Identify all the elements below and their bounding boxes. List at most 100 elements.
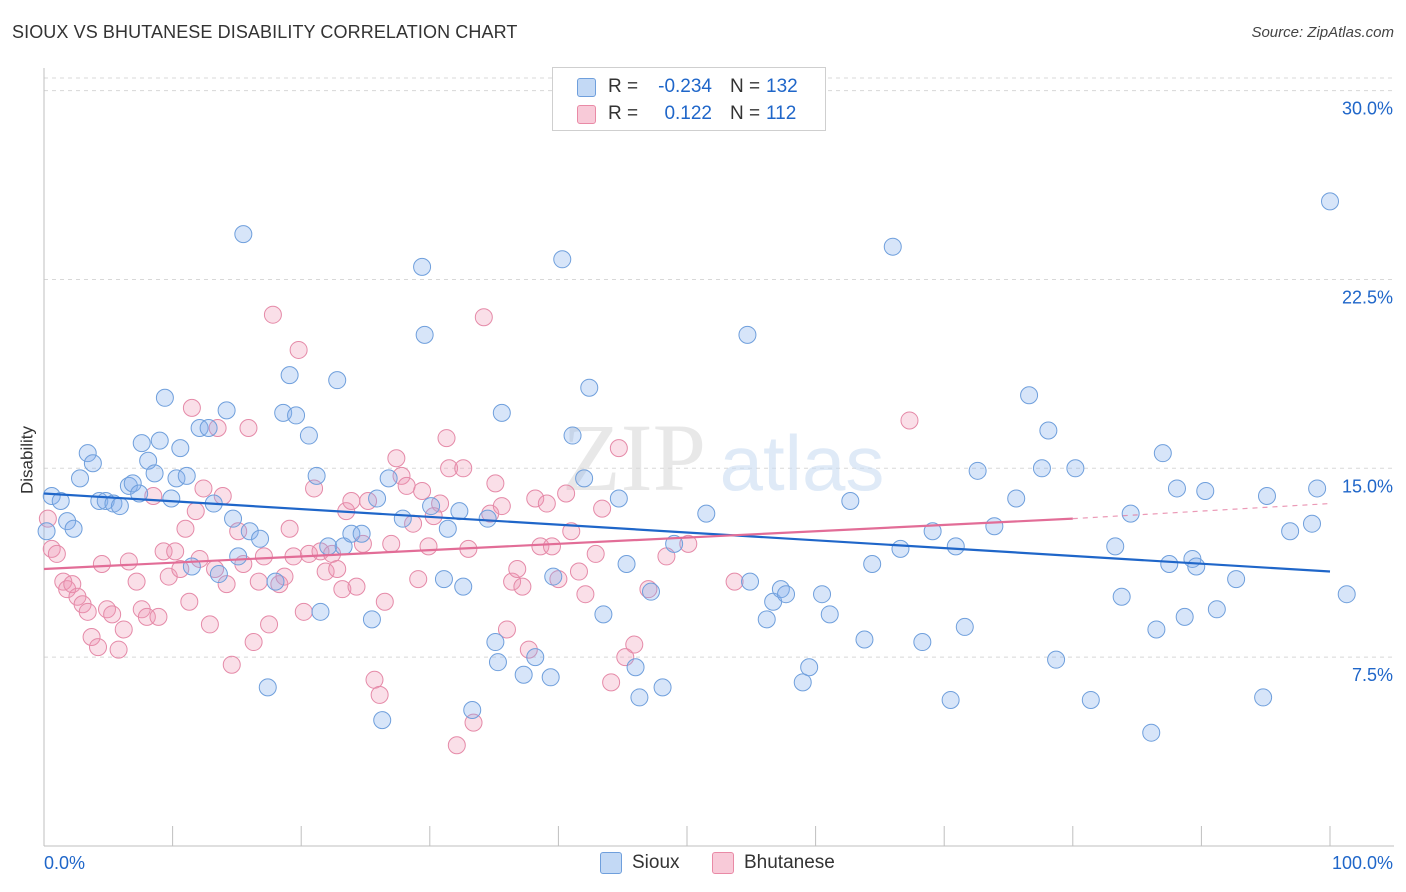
bhutanese-point	[419, 537, 438, 556]
sioux-point	[199, 419, 218, 438]
sioux-point	[362, 610, 381, 629]
sioux-point	[492, 403, 511, 422]
sioux-point	[209, 565, 228, 584]
sioux-point	[71, 469, 90, 488]
sioux-point	[224, 509, 243, 528]
sioux-point	[234, 225, 253, 244]
sioux-point	[342, 524, 361, 543]
bhutanese-point	[127, 572, 146, 591]
sioux-point	[171, 439, 190, 458]
sioux-point	[1147, 620, 1166, 639]
sioux-point	[280, 366, 299, 385]
sioux-point	[757, 610, 776, 629]
bhutanese-point	[316, 562, 335, 581]
legend-swatch-sioux	[577, 77, 596, 97]
sioux-point	[1112, 587, 1131, 606]
bhutanese-point	[382, 534, 401, 553]
sioux-point	[1121, 504, 1140, 523]
bhutanese-point	[217, 575, 236, 594]
legend-item-bhutanese: Bhutanese	[712, 852, 835, 874]
sioux-point	[258, 678, 277, 697]
sioux-point	[1047, 650, 1066, 669]
legend-label-sioux: Sioux	[632, 852, 680, 873]
bhutanese-point	[586, 544, 605, 563]
bhutanese-point	[679, 534, 698, 553]
bhutanese-point	[78, 602, 97, 621]
bhutanese-point	[149, 607, 168, 626]
sioux-point	[311, 602, 330, 621]
sioux-point	[454, 577, 473, 596]
bhutanese-point	[602, 673, 621, 692]
bhutanese-point	[492, 497, 511, 516]
bhutanese-point	[725, 572, 744, 591]
bhutanese-point	[208, 419, 227, 438]
sioux-point	[1254, 688, 1273, 707]
bhutanese-point	[103, 605, 122, 624]
axes	[43, 68, 1394, 847]
sioux-point	[110, 497, 129, 516]
sioux-point	[883, 237, 902, 256]
sioux-point	[352, 524, 371, 543]
bhutanese-point	[437, 429, 456, 448]
trend-lines	[43, 492, 1331, 573]
sioux-point	[162, 489, 181, 508]
bhutanese-point	[244, 633, 263, 652]
sioux-point	[741, 572, 760, 591]
bhutanese-point	[222, 655, 241, 674]
bhutanese-point	[180, 592, 199, 611]
sioux-trend-line	[43, 492, 1331, 573]
bhutanese-point	[537, 494, 556, 513]
sioux-point	[217, 401, 236, 420]
sioux-point	[1302, 514, 1321, 533]
bhutanese-point	[328, 560, 347, 579]
tick-labels: 7.5% 15.0% 22.5% 30.0% 0.0% 100.0%	[44, 99, 1393, 873]
sioux-point	[64, 519, 83, 538]
bhutanese-point	[497, 620, 516, 639]
sioux-point	[83, 454, 102, 473]
sioux-point	[626, 658, 645, 677]
sioux-point	[145, 464, 164, 483]
bhutanese-point	[186, 502, 205, 521]
legend-row-sioux: R = -0.234 N = 132	[577, 75, 798, 99]
sioux-point	[697, 504, 716, 523]
watermark-atlas: atlas	[720, 419, 885, 507]
sioux-point	[891, 539, 910, 558]
legend-label-bhutanese: Bhutanese	[744, 852, 835, 873]
bhutanese-point	[569, 562, 588, 581]
sioux-point	[855, 630, 874, 649]
legend-swatch-sioux	[600, 852, 622, 874]
y-tick-label: 7.5%	[1352, 665, 1393, 685]
sioux-point	[478, 509, 497, 528]
sioux-point	[580, 378, 599, 397]
sioux-point	[1142, 723, 1161, 742]
bhutanese-trend-extension	[1072, 502, 1331, 520]
sioux-point	[450, 502, 469, 521]
sioux-point	[1196, 481, 1215, 500]
sioux-point	[307, 466, 326, 485]
sioux-point	[641, 582, 660, 601]
sioux-point	[575, 469, 594, 488]
sioux-point	[617, 554, 636, 573]
bhutanese-point	[440, 459, 459, 478]
sioux-point	[1066, 459, 1085, 478]
sioux-point	[1032, 459, 1051, 478]
sioux-point	[177, 466, 196, 485]
sioux-point	[132, 434, 151, 453]
sioux-point	[1106, 537, 1125, 556]
bhutanese-point	[900, 411, 919, 430]
bhutanese-point	[263, 305, 282, 324]
sioux-point	[51, 492, 70, 511]
sioux-point	[609, 489, 628, 508]
sioux-point	[373, 711, 392, 730]
bhutanese-point	[254, 547, 273, 566]
sioux-points	[37, 192, 1356, 742]
sioux-point	[1321, 192, 1339, 211]
sioux-point	[1020, 386, 1039, 405]
sioux-point	[78, 444, 97, 463]
sioux-point	[1281, 522, 1300, 541]
sioux-point	[1175, 607, 1194, 626]
bhutanese-point	[365, 670, 384, 689]
bhutanese-point	[557, 484, 576, 503]
sioux-point	[777, 585, 796, 604]
legend-swatch-bhutanese	[712, 852, 734, 874]
